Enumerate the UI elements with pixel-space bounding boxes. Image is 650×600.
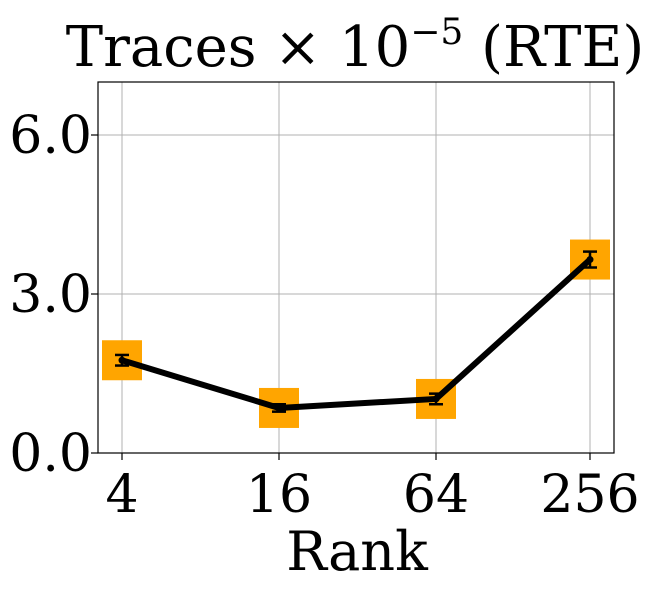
x-tick-label: 256: [540, 465, 639, 525]
chart-title: Traces × 10−5 (RTE): [66, 12, 645, 80]
data-point: [275, 404, 283, 412]
x-axis-label: Rank: [286, 520, 429, 583]
x-tick-label: 64: [403, 465, 469, 525]
chart-title-suffix: (RTE): [463, 15, 644, 80]
y-tick-label: 0.0: [9, 424, 92, 484]
chart-title-exponent: −5: [410, 12, 463, 53]
plot-frame: [97, 81, 615, 454]
grid-lines: [98, 82, 614, 454]
y-tick-label: 3.0: [9, 265, 92, 325]
series-line: [119, 256, 593, 411]
axis-ticks: 4 16 64 256 0.0 3.0 6.0: [9, 106, 639, 525]
y-tick-label: 6.0: [9, 106, 92, 166]
data-point: [432, 395, 440, 403]
data-point: [118, 356, 126, 364]
x-tick-label: 16: [246, 465, 312, 525]
chart-title-main: Traces × 10: [66, 15, 411, 80]
data-series: [102, 239, 610, 428]
data-point: [586, 256, 594, 264]
x-tick-label: 4: [105, 465, 138, 525]
